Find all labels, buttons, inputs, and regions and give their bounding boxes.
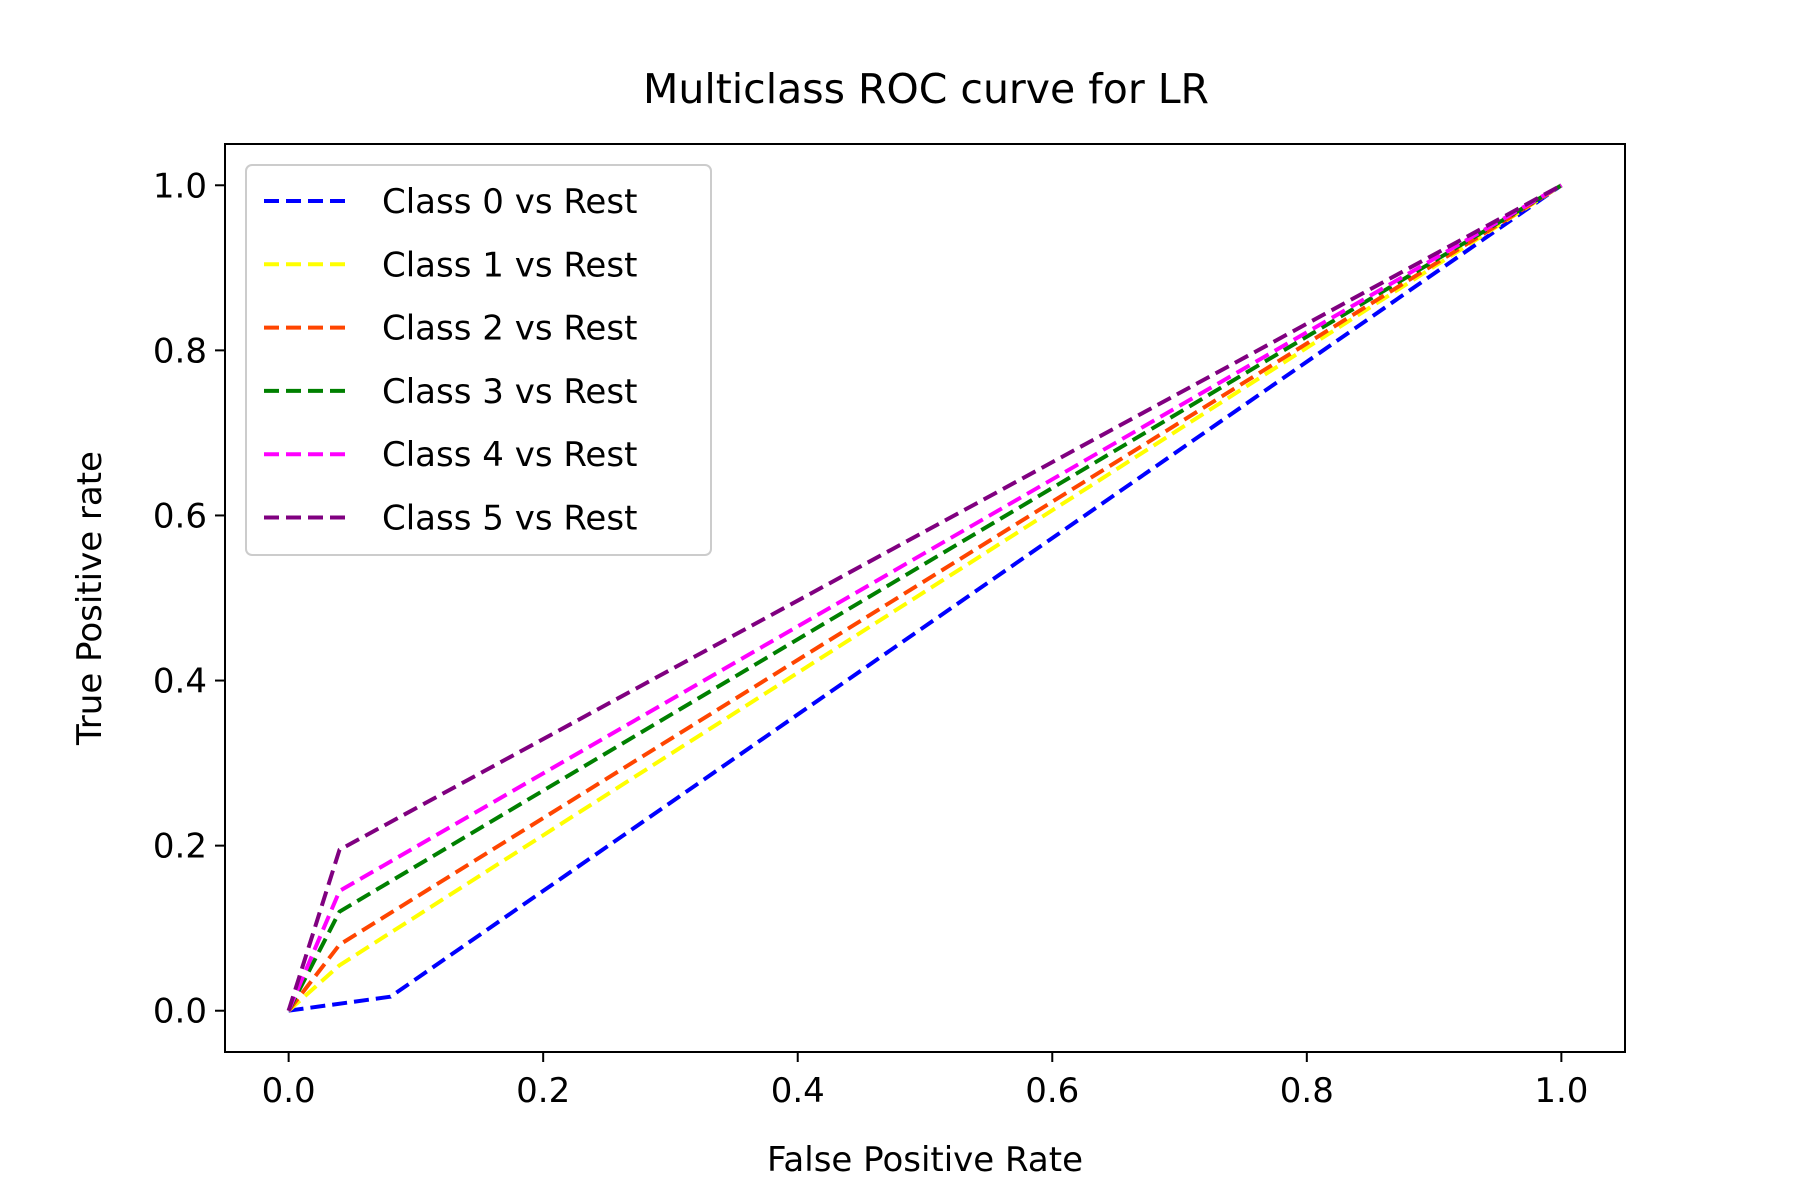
x-tick-label: 0.4 (771, 1071, 825, 1111)
legend-label-class-5: Class 5 vs Rest (382, 499, 637, 539)
series-line-class-4 (286, 183, 1563, 1012)
legend-items: Class 0 vs Rest Class 1 vs Rest Class 2 vs… (264, 182, 637, 539)
x-tick-label: 1.0 (1534, 1071, 1588, 1111)
legend-label-class-1: Class 1 vs Rest (382, 245, 637, 285)
legend-label-class-2: Class 2 vs Rest (382, 309, 637, 349)
legend-label-class-4: Class 4 vs Rest (382, 435, 637, 475)
legend: Class 0 vs Rest Class 1 vs Rest Class 2 vs… (245, 164, 712, 556)
y-tick-label: 0.8 (153, 331, 207, 371)
series-line-class-3 (286, 183, 1563, 1012)
x-axis-label: False Positive Rate (767, 1140, 1083, 1180)
x-tick-label: 0.8 (1280, 1071, 1334, 1111)
legend-label-class-0: Class 0 vs Rest (382, 182, 637, 222)
x-tick-label: 0.6 (1025, 1071, 1079, 1111)
series-line-class-2 (287, 183, 1563, 1012)
chart-title: Multiclass ROC curve for LR (643, 65, 1209, 113)
x-axis-ticks: 0.0 0.2 0.4 0.6 0.8 1.0 (262, 1052, 1588, 1111)
series-line-class-5 (286, 183, 1563, 1012)
y-axis-label: True Positive rate (70, 451, 110, 746)
y-tick-label: 1.0 (153, 166, 207, 206)
plot-frame (224, 143, 1626, 1053)
legend-label-class-3: Class 3 vs Rest (382, 372, 637, 412)
x-tick-label: 0.0 (262, 1071, 316, 1111)
plot-lines (286, 183, 1563, 1013)
y-tick-label: 0.2 (153, 827, 207, 867)
legend-box (245, 164, 712, 556)
series-line-class-1 (287, 183, 1563, 1013)
y-tick-label: 0.6 (153, 496, 207, 536)
y-tick-label: 0.4 (153, 662, 207, 702)
x-tick-label: 0.2 (516, 1071, 570, 1111)
y-tick-label: 0.0 (153, 992, 207, 1032)
y-axis-ticks: 0.0 0.2 0.4 0.6 0.8 1.0 (153, 166, 225, 1032)
series-line-class-0 (288, 183, 1563, 1013)
